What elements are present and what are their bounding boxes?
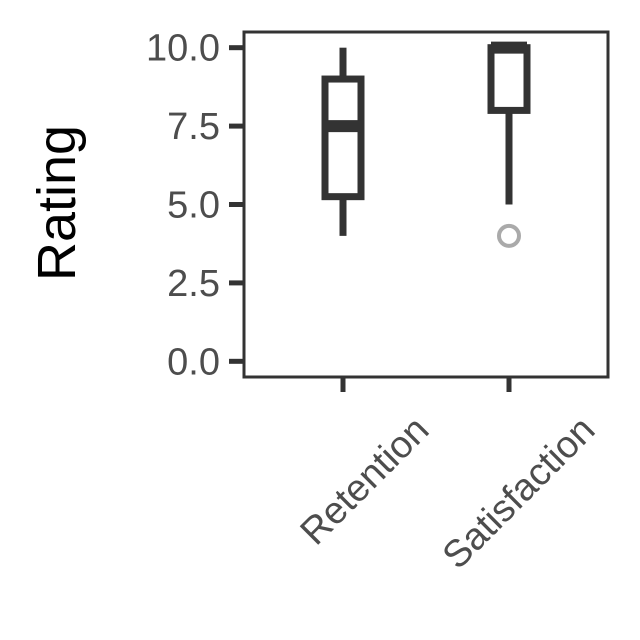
y-axis-title: Rating xyxy=(27,125,87,281)
plot-panel-border xyxy=(242,30,610,379)
x-tick-label: Satisfaction xyxy=(435,409,604,578)
box-iqr xyxy=(321,75,365,201)
y-tick-label: 2.5 xyxy=(167,263,220,305)
outlier-point xyxy=(497,223,521,248)
y-tick-label: 10.0 xyxy=(146,28,220,70)
y-tick-label: 5.0 xyxy=(167,185,220,227)
y-tick-label: 7.5 xyxy=(167,106,220,148)
box-iqr xyxy=(487,44,531,114)
x-tick-label: Retention xyxy=(293,409,438,554)
y-tick-label: 0.0 xyxy=(167,341,220,383)
